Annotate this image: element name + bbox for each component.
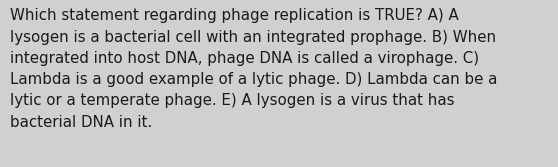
- Text: Which statement regarding phage replication is TRUE? A) A
lysogen is a bacterial: Which statement regarding phage replicat…: [10, 8, 497, 130]
